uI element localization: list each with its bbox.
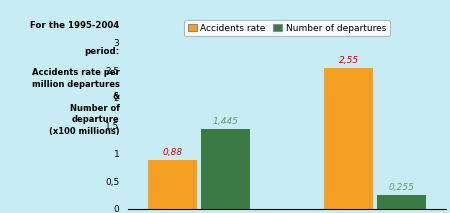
Text: period:: period: xyxy=(85,47,120,56)
Text: 0,255: 0,255 xyxy=(388,183,414,192)
Text: Accidents rate per
million departures
&
Number of
departure
(x100 millions): Accidents rate per million departures & … xyxy=(32,68,120,136)
Bar xyxy=(148,160,197,209)
Text: 1,445: 1,445 xyxy=(212,117,238,126)
Text: 0,88: 0,88 xyxy=(162,148,182,157)
Legend: Accidents rate, Number of departures: Accidents rate, Number of departures xyxy=(184,20,390,36)
Bar xyxy=(377,195,426,209)
Bar xyxy=(324,68,373,209)
Bar xyxy=(201,129,250,209)
Text: For the 1995-2004: For the 1995-2004 xyxy=(30,21,120,30)
Text: 2,55: 2,55 xyxy=(338,56,359,65)
